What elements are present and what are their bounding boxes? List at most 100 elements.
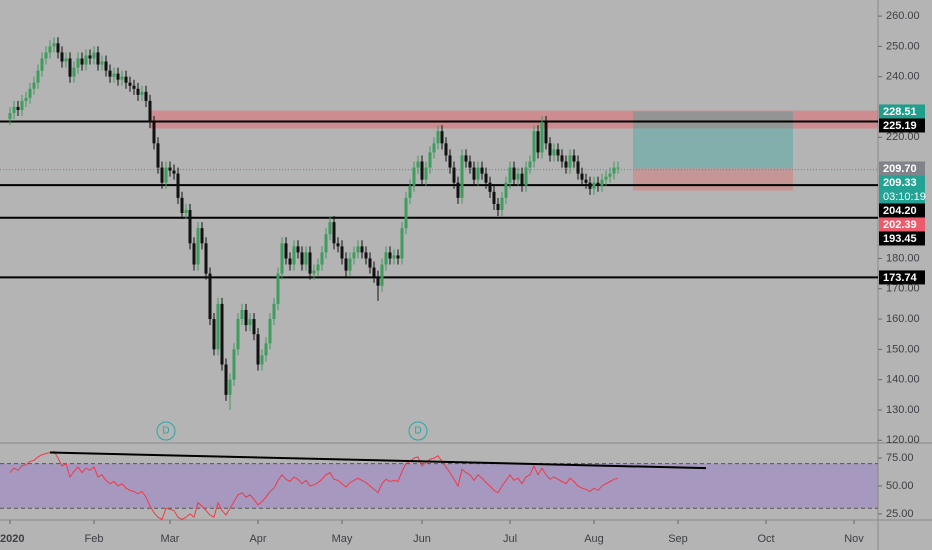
candle-body <box>548 143 552 156</box>
candle-body <box>32 82 36 89</box>
candle-body <box>412 167 416 186</box>
candle-body <box>432 143 436 153</box>
candle-body <box>532 131 536 162</box>
candle-body <box>480 167 484 174</box>
price-badge-label: 228.51 <box>883 106 917 118</box>
candle-body <box>364 252 368 259</box>
y-tick-label: 120.00 <box>886 434 920 446</box>
candle-body <box>416 161 420 168</box>
candle-body <box>8 113 12 120</box>
x-tick-label: Apr <box>249 533 266 545</box>
candle-body <box>184 209 188 214</box>
candle-body <box>40 58 44 71</box>
candle-body <box>296 246 300 253</box>
price-badge <box>879 161 925 176</box>
candle-body <box>292 246 296 265</box>
candle-body <box>256 334 260 365</box>
candle-body <box>216 303 220 350</box>
candle-body <box>340 246 344 259</box>
candle-body <box>284 243 288 259</box>
candle-body <box>520 173 524 186</box>
candle-body <box>496 203 500 210</box>
candle-body <box>528 161 532 168</box>
dividend-label: D <box>162 426 169 437</box>
candle-body <box>556 149 560 156</box>
x-tick-label: Nov <box>844 533 864 545</box>
candle-body <box>316 264 320 271</box>
candle-body <box>264 343 268 356</box>
candle-body <box>56 43 60 53</box>
candle-body <box>448 155 452 168</box>
candle-body <box>96 52 100 65</box>
trend-line <box>49 451 707 470</box>
candle-body <box>208 273 212 320</box>
candle-body <box>344 258 348 271</box>
candle-body <box>80 58 84 65</box>
price-badge-label: 209.33 <box>883 177 917 189</box>
candle-body <box>304 252 308 265</box>
candle-body <box>20 100 24 110</box>
y-tick-label: 50.00 <box>886 480 914 492</box>
candle-body <box>172 170 176 174</box>
candle-body <box>588 182 592 189</box>
candle-body <box>84 55 88 65</box>
candle-body <box>276 273 280 304</box>
x-tick-label: May <box>332 533 353 545</box>
candle-body <box>508 167 512 183</box>
candle-body <box>332 222 336 244</box>
price-badge <box>879 203 925 218</box>
candle-body <box>328 222 332 235</box>
candle-body <box>464 155 468 162</box>
candle-body <box>188 209 192 244</box>
candle-body <box>204 243 208 274</box>
candle-body <box>156 143 160 168</box>
candle-body <box>472 167 476 180</box>
rsi-line <box>9 450 619 521</box>
x-tick-label: Oct <box>757 533 774 545</box>
y-tick-label: 170.00 <box>886 283 920 295</box>
candle-body <box>584 179 588 183</box>
candle-body <box>228 379 232 395</box>
candle-body <box>132 85 136 89</box>
candle-body <box>504 182 508 198</box>
candle-body <box>124 76 128 83</box>
candle-body <box>308 252 312 274</box>
candle-body <box>196 228 200 265</box>
candle-body <box>236 319 240 350</box>
x-tick-label: 2020 <box>0 533 24 545</box>
candle-body <box>160 167 164 183</box>
candle-body <box>516 173 520 180</box>
candle-body <box>200 228 204 244</box>
candle-body <box>336 243 340 247</box>
price-badge-label: 173.74 <box>883 272 918 284</box>
candle-body <box>380 264 384 286</box>
candle-body <box>360 246 364 253</box>
price-badge <box>879 104 925 119</box>
candle-body <box>492 191 496 204</box>
candle-body <box>420 161 424 180</box>
candle-body <box>16 106 20 110</box>
zone <box>150 110 878 129</box>
position-stop <box>633 168 793 191</box>
candle-body <box>596 182 600 186</box>
candle-body <box>224 364 228 395</box>
candle-body <box>92 52 96 59</box>
candle-body <box>612 167 616 174</box>
y-tick-label: 150.00 <box>886 343 920 355</box>
countdown-label: 03:10:19 <box>883 191 926 203</box>
candle-body <box>400 228 404 259</box>
candle-body <box>100 61 104 65</box>
candle-body <box>248 319 252 326</box>
price-badge <box>879 231 925 246</box>
y-tick-label: 180.00 <box>886 252 920 264</box>
candle-body <box>616 167 620 169</box>
candle-body <box>48 46 52 53</box>
candle-body <box>348 258 352 271</box>
candle-body <box>104 61 108 71</box>
candle-body <box>152 122 156 144</box>
candle-body <box>68 58 72 77</box>
candle-body <box>564 161 568 168</box>
y-tick-label: 130.00 <box>886 404 920 416</box>
